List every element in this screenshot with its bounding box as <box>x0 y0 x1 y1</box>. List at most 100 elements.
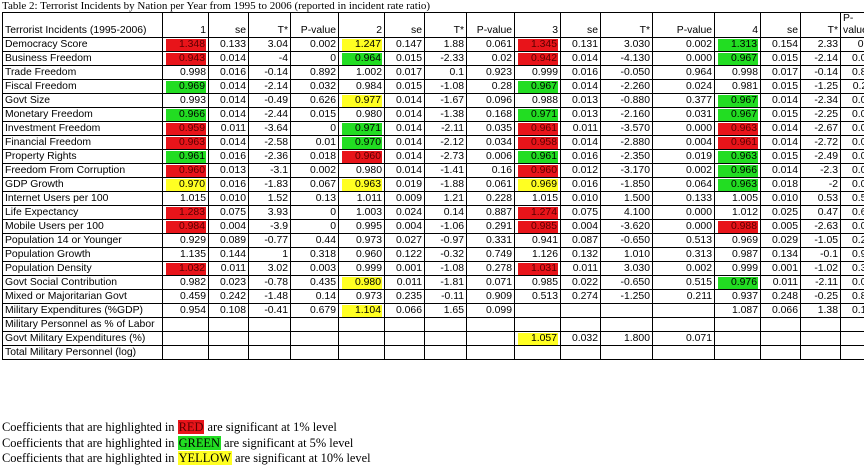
model-1-t-stat-cell: -0.41 <box>248 303 291 318</box>
model-3-se-cell: 0.075 <box>560 205 601 220</box>
model-2-t-stat-cell <box>424 317 467 332</box>
highlighted-coefficient: 1.345 <box>518 39 558 51</box>
model-1-p-value-cell: 0.13 <box>290 191 339 206</box>
row-label: Business Freedom <box>2 51 163 66</box>
model-3-p-value-cell: 0.133 <box>652 191 715 206</box>
model-4-coef-cell: 1.313 <box>714 37 761 52</box>
model-2-se-cell: 0.001 <box>384 261 425 276</box>
model-1-se-cell: 0.023 <box>208 275 249 290</box>
header-3-t-stat: T* <box>600 12 653 38</box>
model-4-coef-cell: 0.981 <box>714 79 761 94</box>
model-3-se-cell: 0.016 <box>560 65 601 80</box>
model-3-t-stat-cell: -0.880 <box>600 93 653 108</box>
model-3-p-value-cell: 0.000 <box>652 219 715 234</box>
model-4-coef-cell: 0.937 <box>714 289 761 304</box>
model-2-coef-cell: 0.980 <box>338 163 385 178</box>
model-1-p-value-cell <box>290 331 339 346</box>
model-3-t-stat-cell: -0.650 <box>600 275 653 290</box>
highlighted-coefficient: 0.971 <box>342 123 382 135</box>
model-2-se-cell: 0.014 <box>384 149 425 164</box>
model-1-t-stat-cell: -0.78 <box>248 275 291 290</box>
model-2-t-stat-cell: -2.33 <box>424 51 467 66</box>
model-3-t-stat-cell: 4.100 <box>600 205 653 220</box>
model-2-p-value-cell: 0.034 <box>466 135 515 150</box>
model-2-se-cell: 0.015 <box>384 79 425 94</box>
model-3-t-stat-cell <box>600 317 653 332</box>
model-3-p-value-cell: 0.313 <box>652 247 715 262</box>
highlighted-coefficient: 0.963 <box>718 151 758 163</box>
model-3-coef-cell: 1.015 <box>514 191 561 206</box>
model-4-p-value-cell <box>840 331 864 346</box>
header-row: Terrorist Incidents (1995-2006) 1 se T* P-va… <box>2 12 864 38</box>
model-2-coef-cell: 0.960 <box>338 149 385 164</box>
model-1-p-value-cell: 0 <box>290 121 339 136</box>
model-4-se-cell <box>760 345 801 360</box>
model-1-t-stat-cell: -4 <box>248 51 291 66</box>
model-2-se-cell: 0.015 <box>384 51 425 66</box>
model-3-coef-cell: 0.985 <box>514 219 561 234</box>
highlighted-coefficient: 0.963 <box>342 179 382 191</box>
model-4-p-value-cell: 0.032 <box>840 51 864 66</box>
model-2-coef-cell: 0.971 <box>338 121 385 136</box>
model-1-se-cell: 0.010 <box>208 191 249 206</box>
model-1-p-value-cell: 0.435 <box>290 275 339 290</box>
header-3-p-value: P-value <box>652 12 715 38</box>
header-1-t-stat: T* <box>248 12 291 38</box>
model-1-coef-cell: 0.963 <box>162 135 209 150</box>
model-2-p-value-cell: 0.749 <box>466 247 515 262</box>
table-row: Govt Military Expenditures (%) 1.057 0.032… <box>2 331 864 346</box>
table-row: Military Expenditures (%GDP) 0.954 0.108 -0… <box>2 303 864 318</box>
model-3-se-cell: 0.032 <box>560 331 601 346</box>
row-label: Military Personnel as % of Labor <box>2 317 163 332</box>
model-3-p-value-cell: 0.964 <box>652 65 715 80</box>
model-4-se-cell: 0.014 <box>760 93 801 108</box>
row-label: Govt Size <box>2 93 163 108</box>
model-3-t-stat-cell: -3.620 <box>600 219 653 234</box>
header-2-coef: 2 <box>338 12 385 38</box>
model-2-se-cell: 0.024 <box>384 205 425 220</box>
model-2-p-value-cell: 0.28 <box>466 79 515 94</box>
model-3-se-cell: 0.131 <box>560 37 601 52</box>
highlighted-coefficient: 0.977 <box>342 95 382 107</box>
model-1-t-stat-cell <box>248 331 291 346</box>
model-1-se-cell: 0.014 <box>208 93 249 108</box>
model-1-t-stat-cell: -2.36 <box>248 149 291 164</box>
model-4-coef-cell: 0.967 <box>714 93 761 108</box>
model-4-p-value-cell: 0.923 <box>840 247 864 262</box>
model-4-t-stat-cell: -2.14 <box>800 51 841 66</box>
row-label: GDP Growth <box>2 177 163 192</box>
model-4-p-value-cell: 0.891 <box>840 65 864 80</box>
model-3-t-stat-cell: 3.030 <box>600 37 653 52</box>
model-2-t-stat-cell: -1.38 <box>424 107 467 122</box>
model-4-p-value-cell: 0.638 <box>840 205 864 220</box>
highlighted-coefficient: 0.970 <box>342 137 382 149</box>
model-2-p-value-cell: 0.278 <box>466 261 515 276</box>
model-1-coef-cell: 0.959 <box>162 121 209 136</box>
model-2-se-cell: 0.014 <box>384 107 425 122</box>
model-4-se-cell <box>760 317 801 332</box>
model-1-p-value-cell: 0.002 <box>290 163 339 178</box>
highlighted-coefficient: 1.313 <box>718 39 758 51</box>
highlighted-coefficient: 0.963 <box>718 123 758 135</box>
model-4-t-stat-cell: -2.63 <box>800 219 841 234</box>
model-3-t-stat-cell: -2.160 <box>600 107 653 122</box>
header-2-t-stat: T* <box>424 12 467 38</box>
model-3-se-cell: 0.014 <box>560 51 601 66</box>
model-3-p-value-cell: 0.019 <box>652 149 715 164</box>
model-3-p-value-cell <box>652 345 715 360</box>
model-3-se-cell: 0.014 <box>560 135 601 150</box>
model-1-coef-cell <box>162 331 209 346</box>
model-2-p-value-cell: 0.923 <box>466 65 515 80</box>
model-1-t-stat-cell: -1.83 <box>248 177 291 192</box>
model-4-se-cell: 0.015 <box>760 51 801 66</box>
model-1-p-value-cell: 0.44 <box>290 233 339 248</box>
model-1-t-stat-cell: 1.52 <box>248 191 291 206</box>
row-label: Freedom From Corruption <box>2 163 163 178</box>
model-1-p-value-cell <box>290 345 339 360</box>
model-4-t-stat-cell: 2.33 <box>800 37 841 52</box>
header-3-coef: 3 <box>514 12 561 38</box>
model-4-t-stat-cell: -2.72 <box>800 135 841 150</box>
model-4-p-value-cell: 0.019 <box>840 93 864 108</box>
model-4-t-stat-cell: -0.25 <box>800 289 841 304</box>
model-2-p-value-cell: 0.035 <box>466 121 515 136</box>
